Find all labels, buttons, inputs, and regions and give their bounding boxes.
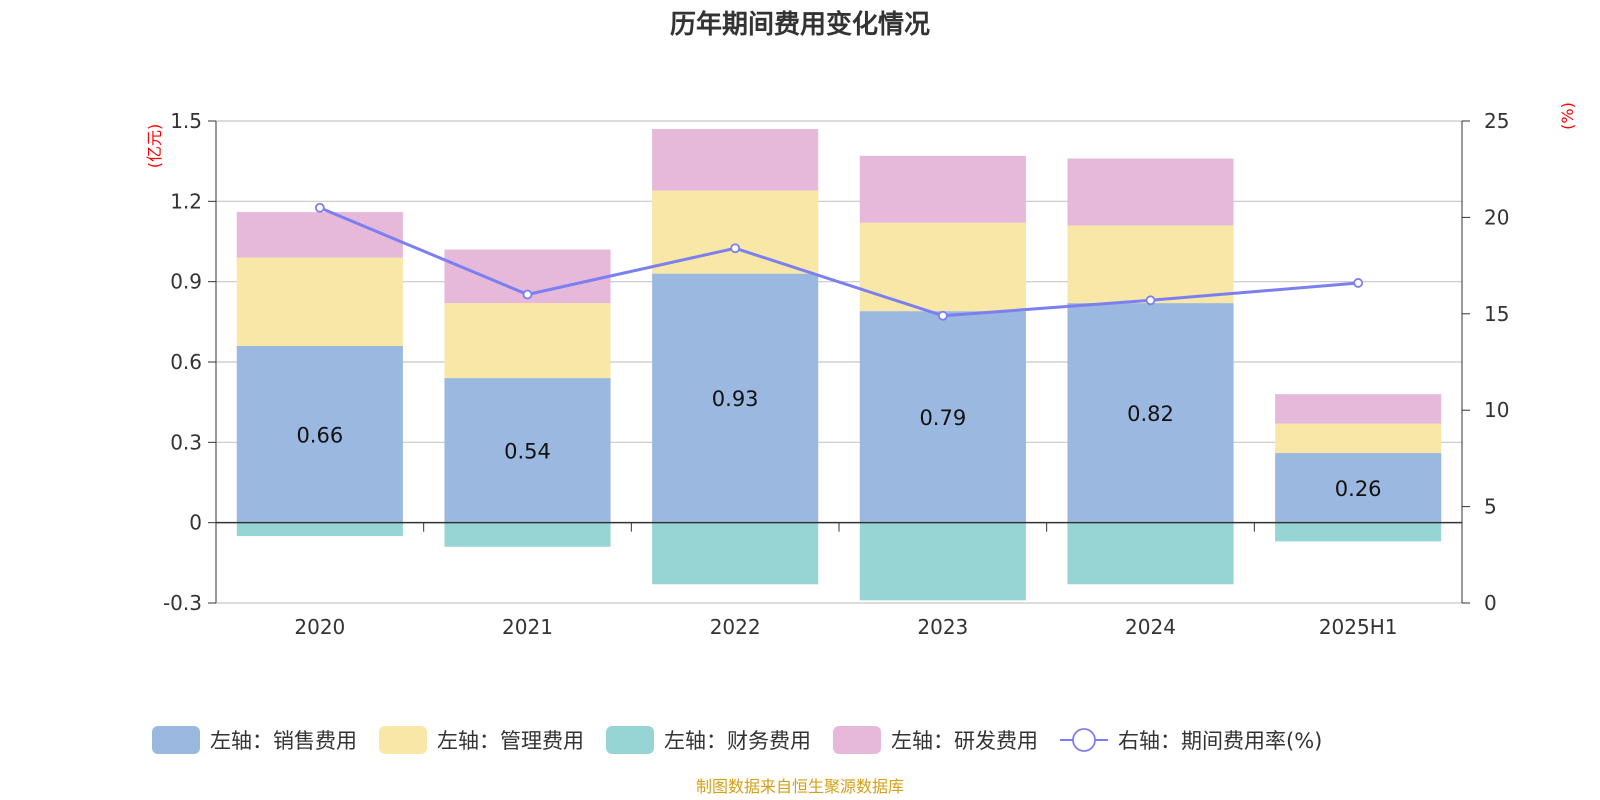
right-tick-label: 10	[1484, 398, 1509, 422]
legend-swatch-sales	[152, 726, 200, 754]
legend-label-sales: 左轴：销售费用	[210, 729, 357, 753]
legend-label-finance: 左轴：财务费用	[664, 729, 811, 753]
legend-circle-swatch	[1072, 728, 1096, 752]
bar-finance	[444, 522, 611, 547]
legend-label-admin: 左轴：管理费用	[437, 729, 584, 753]
bar-finance	[652, 522, 819, 585]
bar-rnd	[1067, 158, 1234, 226]
legend-label-rnd: 左轴：研发费用	[891, 729, 1038, 753]
rate-point	[1353, 278, 1364, 288]
legend-swatch-finance	[606, 726, 654, 754]
rate-line	[319, 206, 1359, 318]
rate-point	[314, 202, 325, 213]
rate-point	[522, 289, 533, 300]
bar-finance	[1067, 522, 1234, 585]
bar-rnd	[1275, 394, 1442, 424]
x-tick-label: 2025H1	[1319, 615, 1398, 639]
bar-admin	[236, 257, 403, 346]
bar-finance	[859, 522, 1026, 601]
left-tick-label: 0	[189, 511, 202, 535]
legend-label-rate_line: 右轴：期间费用率(%)	[1118, 729, 1322, 753]
bar-finance	[236, 522, 403, 537]
source-note: 制图数据来自恒生聚源数据库	[696, 777, 904, 796]
right-tick-label: 5	[1484, 495, 1497, 519]
grid-layer	[216, 120, 1462, 604]
left-tick-label: 1.5	[170, 109, 202, 133]
left-tick-label: 0.6	[170, 350, 202, 374]
x-tick-label: 2020	[294, 615, 345, 639]
left-tick-label: 1.2	[170, 189, 202, 213]
right-tick-label: 20	[1484, 205, 1509, 229]
legend: 左轴：销售费用 左轴：管理费用 左轴：财务费用 左轴：研发费用 右轴：期间费用率(%)	[152, 726, 1322, 754]
data-label: 0.93	[712, 387, 759, 411]
x-tick-label: 2024	[1125, 615, 1176, 639]
axis-layer: -0.3 0 0.3 0.6 0.9 1.2 1.5 0 5 10 15 20 25 2020 2021 20…	[163, 109, 1509, 639]
data-label: 0.54	[504, 439, 551, 463]
bar-sales	[652, 273, 819, 523]
bar-sales	[1067, 303, 1234, 523]
bar-admin	[1275, 423, 1442, 454]
legend-swatch-rnd	[833, 726, 881, 754]
bar-sales	[444, 378, 611, 523]
left-tick-label: -0.3	[163, 591, 202, 615]
left-axis-unit: (亿元)	[145, 124, 164, 169]
left-tick-label: 0.3	[170, 430, 202, 454]
bar-rnd	[236, 212, 403, 258]
bar-finance	[1275, 522, 1442, 542]
x-tick-label: 2023	[917, 615, 968, 639]
chart-title: 历年期间费用变化情况	[670, 9, 930, 40]
bars-layer	[236, 129, 1442, 601]
x-tick-label: 2022	[710, 615, 761, 639]
rate-point	[730, 243, 741, 254]
data-label: 0.79	[919, 406, 966, 430]
right-tick-label: 0	[1484, 591, 1497, 615]
data-label: 0.26	[1335, 477, 1382, 501]
x-tick-label: 2021	[502, 615, 553, 639]
bar-rnd	[652, 129, 819, 191]
bar-sales	[859, 311, 1026, 523]
labels-layer: 0.66 0.54 0.93 0.79 0.82 0.26	[296, 387, 1381, 501]
right-axis-unit: (%)	[1558, 102, 1577, 130]
legend-swatch-admin	[379, 726, 427, 754]
right-tick-label: 25	[1484, 109, 1509, 133]
left-tick-label: 0.9	[170, 270, 202, 294]
bar-sales	[236, 345, 403, 523]
rate-point	[937, 310, 948, 321]
data-label: 0.66	[296, 423, 343, 447]
bar-rnd	[859, 155, 1026, 223]
bar-admin	[444, 303, 611, 379]
bar-sales	[1275, 453, 1442, 523]
data-label: 0.82	[1127, 402, 1174, 426]
right-tick-label: 15	[1484, 302, 1509, 326]
bar-admin	[1067, 225, 1234, 304]
line-layer	[314, 202, 1364, 321]
rate-point	[1145, 295, 1156, 306]
